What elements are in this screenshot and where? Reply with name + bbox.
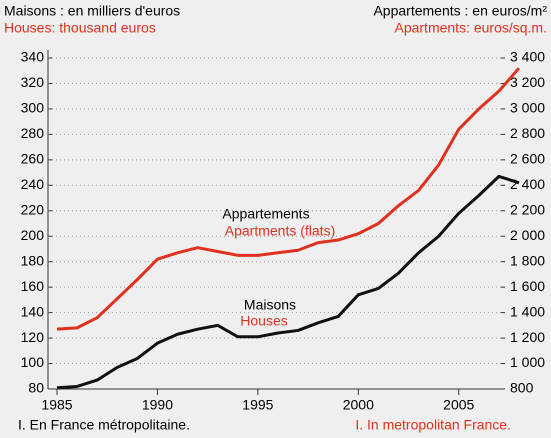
x-tick-label: 1990 [142,397,173,413]
annotation-en: Houses [240,313,287,329]
y-tick-label: 340 [21,49,45,65]
y-tick-label: 100 [21,354,45,370]
x-tick-label: 2000 [343,397,374,413]
series-line [56,174,520,390]
x-tick-label: 1985 [41,397,72,413]
annotation-en: Apartments (flats) [225,223,335,239]
y2-tick-label: 2 600 [510,151,545,167]
x-tick-label: 1995 [242,397,273,413]
y2-tick-label: 2 000 [510,227,545,243]
y2-tick-label: 2 400 [510,176,545,192]
annotation-fr: Appartements [222,206,309,222]
y-tick-label: 140 [21,303,45,319]
left-unit-fr: Maisons : en milliers d'euros [4,3,180,19]
x-tick-label: 2005 [443,397,474,413]
y-tick-label: 260 [21,151,45,167]
right-unit-en: Apartments: euros/sq.m. [394,20,547,36]
right-unit-fr: Appartements : en euros/m² [373,3,547,19]
y2-tick-label: 1 200 [510,329,545,345]
y-tick-label: 200 [21,227,45,243]
y2-tick-label: 800 [510,380,534,396]
y2-tick-label: 1 400 [510,303,545,319]
y2-tick-label: 2 800 [510,125,545,141]
footnote-en: I. In metropolitan France. [355,417,511,433]
y-tick-label: 320 [21,74,45,90]
y2-tick-label: 2 200 [510,201,545,217]
y-tick-label: 240 [21,176,45,192]
footnote-fr: I. En France métropolitaine. [18,417,190,433]
y2-tick-label: 3 000 [510,100,545,116]
left-unit-en: Houses: thousand euros [4,20,156,36]
y2-tick-label: 1 000 [510,354,545,370]
y-tick-label: 80 [28,380,44,396]
y-tick-label: 120 [21,329,45,345]
y-tick-label: 160 [21,278,45,294]
y-tick-label: 280 [21,125,45,141]
series-line [56,67,521,331]
annotation-fr: Maisons [244,297,296,313]
y2-tick-label: 3 400 [510,49,545,65]
y-tick-label: 180 [21,252,45,268]
y2-tick-label: 1 600 [510,278,545,294]
y2-tick-label: 3 200 [510,74,545,90]
y-tick-label: 300 [21,100,45,116]
y-tick-label: 220 [21,201,45,217]
y2-tick-label: 1 800 [510,252,545,268]
